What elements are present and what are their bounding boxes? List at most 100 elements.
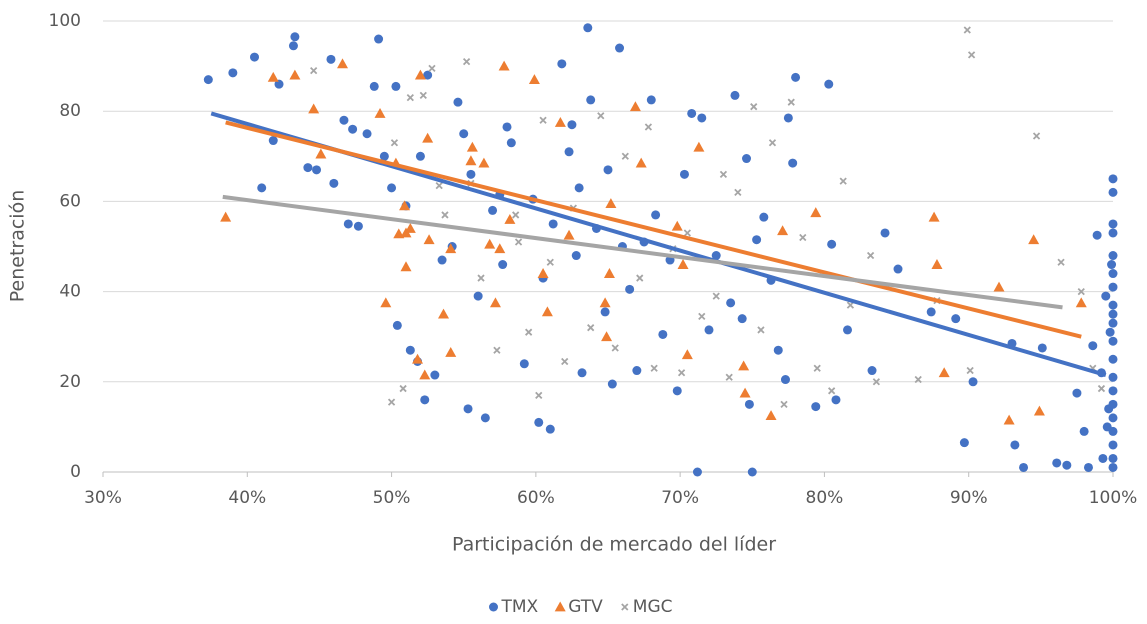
point xyxy=(625,284,635,294)
point xyxy=(561,357,569,366)
point xyxy=(866,251,875,260)
point xyxy=(788,158,798,168)
point xyxy=(679,169,689,179)
point xyxy=(742,154,752,164)
legend-marker xyxy=(621,603,629,611)
point xyxy=(422,132,434,143)
point xyxy=(441,211,449,219)
point xyxy=(607,379,617,389)
point xyxy=(632,366,642,376)
point xyxy=(1108,440,1118,450)
point xyxy=(880,228,890,238)
point xyxy=(726,298,736,308)
point xyxy=(502,122,512,132)
point xyxy=(445,346,457,357)
point xyxy=(480,413,490,423)
point xyxy=(1057,258,1065,266)
point xyxy=(993,281,1005,292)
point xyxy=(1032,132,1041,140)
point xyxy=(750,103,758,111)
legend-label: TMX xyxy=(500,597,538,617)
point xyxy=(459,129,469,139)
point xyxy=(419,91,427,100)
point xyxy=(362,129,372,139)
point xyxy=(525,328,533,336)
point xyxy=(545,424,555,434)
point xyxy=(1107,260,1117,270)
point xyxy=(635,157,647,168)
point xyxy=(611,344,619,352)
legend-label: MGC xyxy=(633,597,673,617)
point xyxy=(303,163,313,173)
point xyxy=(730,90,740,100)
point xyxy=(1097,384,1106,393)
point xyxy=(1083,462,1093,472)
point xyxy=(1108,372,1118,382)
y-tick-label: 100 xyxy=(49,11,81,31)
point xyxy=(765,410,777,421)
x-tick-label: 100% xyxy=(1089,488,1138,508)
point xyxy=(423,234,435,245)
point xyxy=(504,213,516,224)
point xyxy=(548,219,558,229)
point xyxy=(308,103,320,114)
point xyxy=(462,57,471,66)
point xyxy=(1108,336,1118,346)
point xyxy=(473,291,483,301)
point xyxy=(780,375,790,385)
point xyxy=(839,177,847,185)
point xyxy=(867,366,877,376)
point xyxy=(587,324,595,332)
point xyxy=(484,238,496,249)
legend: TMX GTV MGC xyxy=(488,597,673,617)
point xyxy=(391,81,401,91)
point xyxy=(846,301,855,309)
point xyxy=(466,169,476,179)
point xyxy=(683,229,691,237)
point xyxy=(268,136,278,146)
point xyxy=(477,274,485,282)
point xyxy=(651,210,661,220)
y-tick-label: 40 xyxy=(59,282,81,302)
point xyxy=(583,23,593,33)
point xyxy=(400,261,412,272)
point xyxy=(1108,399,1118,409)
point xyxy=(605,198,617,209)
point xyxy=(586,95,596,105)
point xyxy=(959,438,969,448)
x-tick-label: 60% xyxy=(517,488,555,508)
point xyxy=(438,308,450,319)
trend-line xyxy=(222,194,1063,310)
point xyxy=(514,238,523,246)
point xyxy=(621,152,629,160)
point xyxy=(1108,187,1118,197)
point xyxy=(737,314,747,324)
y-tick-label: 0 xyxy=(70,462,81,482)
point xyxy=(650,364,658,372)
point xyxy=(1108,228,1118,238)
point xyxy=(752,235,762,245)
point xyxy=(274,79,284,89)
point xyxy=(567,120,577,130)
point xyxy=(415,151,425,161)
point xyxy=(759,212,769,222)
point xyxy=(392,320,402,330)
point xyxy=(810,207,822,218)
point xyxy=(1019,462,1029,472)
point xyxy=(1052,458,1062,468)
point xyxy=(739,387,751,398)
point xyxy=(629,101,641,112)
point xyxy=(1108,309,1118,319)
point xyxy=(343,219,353,229)
point xyxy=(420,395,430,405)
point xyxy=(539,116,547,124)
point xyxy=(791,72,801,82)
point xyxy=(535,391,543,399)
y-tick-label: 20 xyxy=(59,372,81,392)
point xyxy=(498,60,510,71)
point xyxy=(374,34,384,44)
x-axis-title: Participación de mercado del líder xyxy=(452,534,776,556)
point xyxy=(603,268,615,278)
point xyxy=(288,41,298,51)
